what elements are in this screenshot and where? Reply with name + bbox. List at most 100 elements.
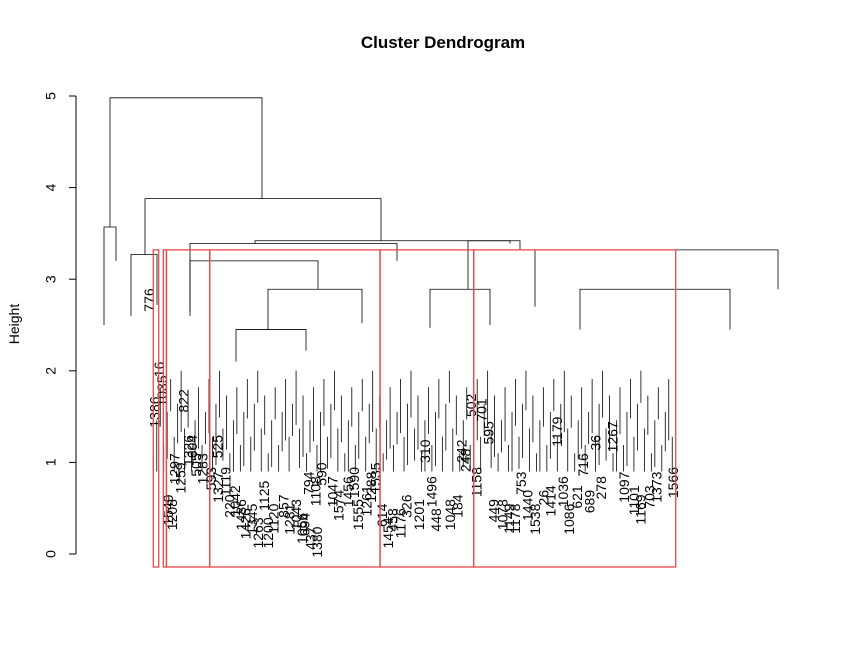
y-tick-label: 3: [43, 275, 59, 283]
leaf-label: 1043: [288, 499, 304, 530]
dendrogram-link: [579, 288, 731, 330]
leaf-label: 1035: [154, 375, 170, 406]
leaf-label: 1108: [307, 476, 323, 506]
leaf-label: 1169: [632, 494, 648, 524]
leaf-label: 449: [485, 499, 501, 523]
leaf-label: 1426: [238, 508, 254, 539]
leaf-label: 1125: [256, 481, 272, 511]
leaf-label: 1281: [282, 503, 298, 534]
leaf-label: 1486: [233, 499, 249, 530]
leaf-label: 1590: [346, 467, 362, 498]
leaf-label: 703: [642, 485, 658, 509]
cluster-highlights: [152, 249, 677, 568]
leaf-label: 1574: [331, 490, 347, 521]
leaf-label: 448: [428, 508, 444, 532]
leaf-label: 326: [399, 494, 415, 518]
leaf-label: 1549: [160, 494, 176, 525]
leaf-label: 505: [188, 453, 204, 477]
dendrogram-link: [189, 260, 319, 312]
leaf-label: 1555: [350, 499, 366, 530]
leaf-label: 1454: [380, 517, 396, 548]
leaf-label: 1373: [649, 471, 665, 502]
cluster-rectangle: [473, 249, 677, 568]
leaf-label: 595: [481, 421, 497, 445]
leaf-label: 1179: [549, 416, 565, 446]
leaf-label: 1380: [309, 526, 325, 557]
leaf-label: 1056: [294, 513, 310, 544]
leaf-label: 278: [593, 476, 609, 500]
leaf-label: 26: [536, 490, 552, 506]
dendrogram-link: [254, 240, 511, 244]
dendrogram-link: [103, 226, 117, 325]
leaf-label: 1097: [616, 471, 632, 502]
leaf-label: 1078: [495, 499, 511, 530]
leaf-label: 753: [513, 471, 529, 495]
leaf-label: 1326: [180, 435, 196, 466]
leaf-label: 1149: [501, 503, 517, 533]
leaf-label: 1566: [665, 467, 681, 498]
leaf-label: 689: [581, 490, 597, 514]
leaf-label: 1297: [166, 453, 182, 484]
leaf-label: 621: [569, 485, 585, 509]
leaf-label: 1345: [244, 503, 260, 534]
y-axis: 0 1 2 3 4 5: [43, 92, 77, 558]
leaf-label: 1208: [164, 499, 180, 530]
y-tick-label: 0: [43, 550, 59, 558]
leaf-label: 1086: [561, 503, 577, 534]
leaf-label: 437: [303, 526, 319, 550]
leaf-label: 248: [457, 448, 473, 472]
leaf-label: 242: [454, 439, 470, 463]
leaf-label: 857: [276, 494, 292, 518]
dendrogram-link: [130, 254, 158, 316]
leaf-label: 1048: [442, 499, 458, 530]
leaf-label: 1496: [423, 476, 439, 507]
dendrogram-link: [534, 249, 779, 307]
dendrogram-link: [267, 288, 363, 330]
y-axis-label: Height: [6, 304, 22, 345]
leaf-label: 822: [176, 389, 192, 413]
leaf-label: 1047: [324, 476, 340, 507]
leaf-label: 1456: [340, 476, 356, 507]
leaf-label: 502: [463, 393, 479, 417]
leaf-label: 604: [184, 435, 200, 459]
leaf-label: 1414: [543, 485, 559, 516]
dendrogram-link: [235, 329, 307, 362]
leaf-label: 1158: [468, 467, 484, 497]
leaf-label: 1036: [555, 476, 571, 507]
leaf-label: 310: [417, 439, 433, 463]
dendrogram-link: [429, 288, 491, 328]
leaf-label: 458: [385, 508, 401, 532]
leaf-label: 694: [296, 513, 312, 537]
cluster-rectangle: [152, 249, 160, 568]
y-tick-label: 5: [43, 92, 59, 100]
leaf-label: 590: [313, 462, 329, 486]
leaf-label: 1176: [392, 508, 408, 538]
leaf-label: 1535: [368, 462, 384, 493]
leaf-label: 1101: [626, 485, 642, 515]
y-tick-label: 2: [43, 367, 59, 375]
dendrogram-link: [144, 198, 382, 255]
leaf-label: 1120: [265, 503, 281, 533]
dendrogram-link: [189, 243, 398, 316]
leaf-label: 1283: [194, 453, 210, 484]
leaf-label: 525: [210, 435, 226, 459]
leaf-label: 1200: [260, 517, 276, 548]
leaf-label: 1538: [527, 503, 543, 534]
leaf-label: 1042: [227, 485, 243, 516]
leaf-label: 1267: [605, 421, 621, 452]
leaf-label: 220: [221, 494, 237, 518]
leaf-label: 1178: [507, 503, 523, 533]
leaf-label: 716: [575, 453, 591, 477]
leaf-labels: 7761386161035154912081297125913268225056…: [141, 288, 681, 558]
leaf-label: 1263: [250, 517, 266, 548]
chart-title: Cluster Dendrogram: [361, 33, 525, 52]
y-tick-label: 4: [43, 183, 59, 191]
leaf-label: 1440: [519, 490, 535, 521]
leaf-label: 614: [374, 503, 390, 527]
leaf-label: 593: [203, 467, 219, 491]
leaf-label: 701: [474, 398, 490, 422]
leaf-label: 1261: [358, 485, 374, 516]
leaf-label: 1259: [173, 462, 189, 493]
y-tick-label: 1: [43, 458, 59, 466]
